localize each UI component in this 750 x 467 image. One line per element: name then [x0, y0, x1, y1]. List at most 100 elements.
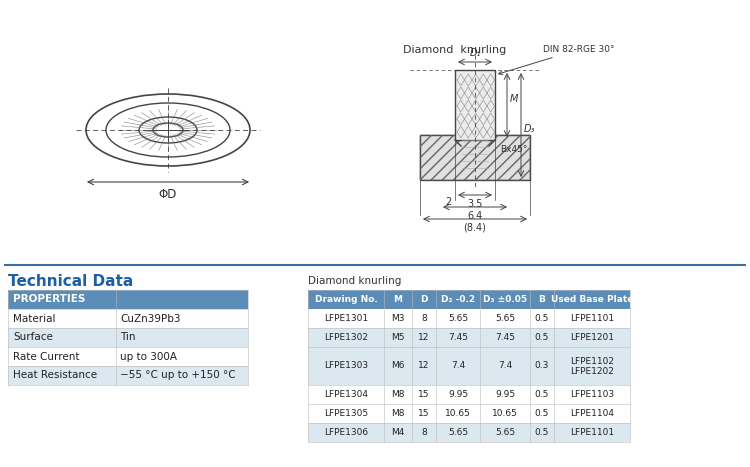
- Bar: [530, 404, 554, 423]
- Text: 9.95: 9.95: [448, 390, 468, 399]
- Bar: [308, 404, 384, 423]
- Text: 3.5: 3.5: [467, 199, 483, 209]
- Text: LFPE1202: LFPE1202: [570, 368, 614, 376]
- Bar: [384, 328, 412, 347]
- Text: 7.45: 7.45: [448, 333, 468, 342]
- Bar: [420, 135, 530, 180]
- Text: Diamond  knurling: Diamond knurling: [404, 45, 507, 55]
- Bar: [554, 290, 630, 309]
- Text: Diamond knurling: Diamond knurling: [308, 276, 401, 286]
- Text: Used Base Plate: Used Base Plate: [550, 295, 633, 304]
- Bar: [420, 135, 530, 180]
- Bar: [412, 404, 436, 423]
- Text: CuZn39Pb3: CuZn39Pb3: [120, 313, 181, 324]
- Text: D₂ -0.2: D₂ -0.2: [441, 295, 475, 304]
- Text: 7.4: 7.4: [498, 361, 512, 370]
- Bar: [308, 309, 384, 328]
- Text: 0.3: 0.3: [535, 361, 549, 370]
- Text: 10.65: 10.65: [492, 409, 518, 418]
- Bar: [554, 385, 630, 404]
- Bar: [554, 423, 630, 442]
- Text: M3: M3: [392, 314, 405, 323]
- Bar: [530, 385, 554, 404]
- Text: M: M: [510, 94, 518, 104]
- Bar: [384, 309, 412, 328]
- Text: 2: 2: [445, 197, 452, 207]
- Text: −55 °C up to +150 °C: −55 °C up to +150 °C: [120, 370, 236, 381]
- Bar: [436, 328, 480, 347]
- Text: M8: M8: [392, 390, 405, 399]
- Text: 6.4: 6.4: [467, 211, 483, 221]
- Bar: [530, 347, 554, 385]
- Text: ΦD: ΦD: [159, 188, 177, 201]
- Bar: [436, 385, 480, 404]
- Bar: [554, 328, 630, 347]
- Bar: [308, 290, 384, 309]
- Bar: [8, 366, 248, 385]
- Text: Bx45°: Bx45°: [500, 146, 527, 155]
- Text: LFPE1104: LFPE1104: [570, 409, 614, 418]
- Text: D₁: D₁: [470, 48, 481, 58]
- Text: LFPE1101: LFPE1101: [570, 314, 614, 323]
- Text: LFPE1201: LFPE1201: [570, 333, 614, 342]
- Bar: [530, 423, 554, 442]
- Bar: [554, 404, 630, 423]
- Bar: [8, 328, 248, 347]
- Text: M: M: [394, 295, 403, 304]
- Bar: [8, 347, 248, 366]
- Text: M8: M8: [392, 409, 405, 418]
- Bar: [530, 290, 554, 309]
- Bar: [455, 70, 495, 140]
- Bar: [412, 309, 436, 328]
- Text: 12: 12: [419, 333, 430, 342]
- Text: D: D: [420, 295, 428, 304]
- Bar: [480, 309, 530, 328]
- Text: LFPE1303: LFPE1303: [324, 361, 368, 370]
- Text: LFPE1301: LFPE1301: [324, 314, 368, 323]
- Text: 5.65: 5.65: [495, 314, 515, 323]
- Text: 0.5: 0.5: [535, 333, 549, 342]
- Bar: [480, 290, 530, 309]
- Text: M4: M4: [392, 428, 405, 437]
- Bar: [384, 290, 412, 309]
- Bar: [384, 347, 412, 385]
- Text: 7.4: 7.4: [451, 361, 465, 370]
- Bar: [436, 290, 480, 309]
- Text: 15: 15: [419, 390, 430, 399]
- Bar: [480, 347, 530, 385]
- Text: 9.95: 9.95: [495, 390, 515, 399]
- Text: Tin: Tin: [120, 333, 136, 342]
- Bar: [412, 328, 436, 347]
- Bar: [308, 423, 384, 442]
- Bar: [8, 309, 248, 328]
- Bar: [308, 328, 384, 347]
- Bar: [436, 423, 480, 442]
- Text: 5.65: 5.65: [448, 428, 468, 437]
- Text: 10.65: 10.65: [445, 409, 471, 418]
- Text: B: B: [538, 295, 545, 304]
- Bar: [412, 290, 436, 309]
- Text: D₃ ±0.05: D₃ ±0.05: [483, 295, 527, 304]
- Bar: [308, 347, 384, 385]
- Text: M5: M5: [392, 333, 405, 342]
- Text: 7.45: 7.45: [495, 333, 515, 342]
- Bar: [436, 347, 480, 385]
- Bar: [8, 290, 248, 309]
- Text: Technical Data: Technical Data: [8, 274, 134, 289]
- Text: LFPE1101: LFPE1101: [570, 428, 614, 437]
- Bar: [384, 404, 412, 423]
- Text: DIN 82-RGE 30°: DIN 82-RGE 30°: [499, 45, 614, 75]
- Bar: [480, 404, 530, 423]
- Bar: [436, 404, 480, 423]
- Text: Surface: Surface: [13, 333, 53, 342]
- Text: LFPE1305: LFPE1305: [324, 409, 368, 418]
- Text: Heat Resistance: Heat Resistance: [13, 370, 98, 381]
- Text: 0.5: 0.5: [535, 409, 549, 418]
- Bar: [554, 309, 630, 328]
- Text: Rate Current: Rate Current: [13, 352, 80, 361]
- Bar: [480, 423, 530, 442]
- Bar: [308, 385, 384, 404]
- Text: LFPE1102: LFPE1102: [570, 356, 614, 366]
- Text: Material: Material: [13, 313, 55, 324]
- Text: up to 300A: up to 300A: [120, 352, 177, 361]
